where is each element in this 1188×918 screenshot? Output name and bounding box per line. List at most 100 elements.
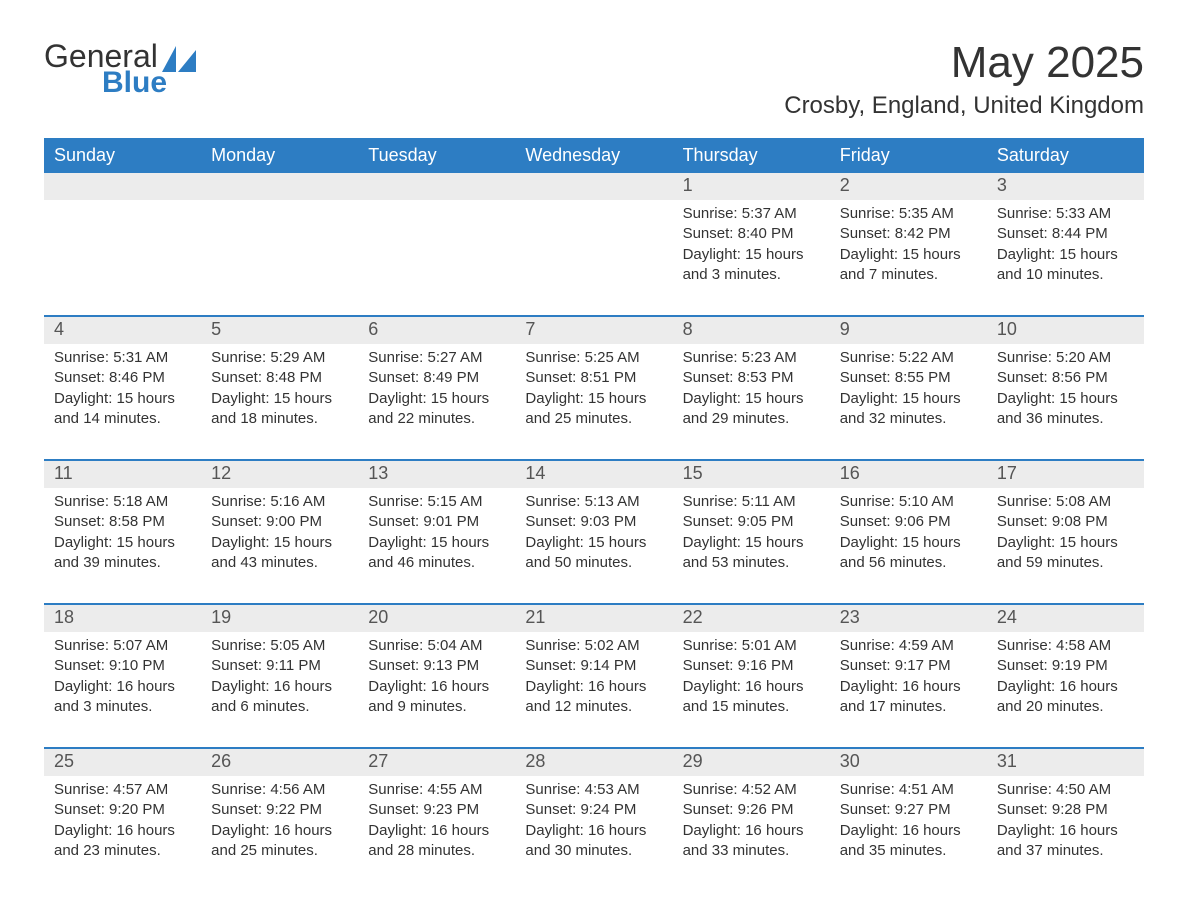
day-details: Sunrise: 5:02 AMSunset: 9:14 PMDaylight:… — [515, 632, 672, 747]
daylight-line: Daylight: 16 hours and 37 minutes. — [997, 821, 1134, 862]
calendar-cell-9: 9Sunrise: 5:22 AMSunset: 8:55 PMDaylight… — [830, 316, 987, 460]
day-number: 13 — [358, 461, 515, 488]
sunset-line: Sunset: 8:55 PM — [840, 368, 977, 388]
day-number: 31 — [987, 749, 1144, 776]
calendar-cell-28: 28Sunrise: 4:53 AMSunset: 9:24 PMDayligh… — [515, 748, 672, 891]
calendar-cell-25: 25Sunrise: 4:57 AMSunset: 9:20 PMDayligh… — [44, 748, 201, 891]
sunrise-line: Sunrise: 5:11 AM — [683, 492, 820, 512]
daylight-line: Daylight: 16 hours and 15 minutes. — [683, 677, 820, 718]
sunset-line: Sunset: 9:13 PM — [368, 656, 505, 676]
sunset-line: Sunset: 8:49 PM — [368, 368, 505, 388]
day-details: Sunrise: 5:11 AMSunset: 9:05 PMDaylight:… — [673, 488, 830, 603]
daylight-line: Daylight: 16 hours and 17 minutes. — [840, 677, 977, 718]
day-details: Sunrise: 5:16 AMSunset: 9:00 PMDaylight:… — [201, 488, 358, 603]
sunset-line: Sunset: 9:27 PM — [840, 800, 977, 820]
calendar-row: 11Sunrise: 5:18 AMSunset: 8:58 PMDayligh… — [44, 460, 1144, 604]
daylight-line: Daylight: 16 hours and 23 minutes. — [54, 821, 191, 862]
sunset-line: Sunset: 8:58 PM — [54, 512, 191, 532]
sunrise-line: Sunrise: 4:50 AM — [997, 780, 1134, 800]
calendar-cell-7: 7Sunrise: 5:25 AMSunset: 8:51 PMDaylight… — [515, 316, 672, 460]
daynum-bar-empty — [515, 173, 672, 200]
sunrise-line: Sunrise: 5:10 AM — [840, 492, 977, 512]
day-details: Sunrise: 4:50 AMSunset: 9:28 PMDaylight:… — [987, 776, 1144, 891]
daylight-line: Daylight: 15 hours and 50 minutes. — [525, 533, 662, 574]
sunset-line: Sunset: 9:10 PM — [54, 656, 191, 676]
calendar-cell-10: 10Sunrise: 5:20 AMSunset: 8:56 PMDayligh… — [987, 316, 1144, 460]
day-number: 8 — [673, 317, 830, 344]
weekday-saturday: Saturday — [987, 138, 1144, 173]
day-details: Sunrise: 5:23 AMSunset: 8:53 PMDaylight:… — [673, 344, 830, 459]
day-details: Sunrise: 5:25 AMSunset: 8:51 PMDaylight:… — [515, 344, 672, 459]
daylight-line: Daylight: 15 hours and 14 minutes. — [54, 389, 191, 430]
sunrise-line: Sunrise: 5:37 AM — [683, 204, 820, 224]
daylight-line: Daylight: 15 hours and 32 minutes. — [840, 389, 977, 430]
sunrise-line: Sunrise: 5:07 AM — [54, 636, 191, 656]
calendar-cell-empty — [358, 173, 515, 316]
weekday-monday: Monday — [201, 138, 358, 173]
calendar-cell-11: 11Sunrise: 5:18 AMSunset: 8:58 PMDayligh… — [44, 460, 201, 604]
daylight-line: Daylight: 15 hours and 53 minutes. — [683, 533, 820, 574]
day-details: Sunrise: 5:13 AMSunset: 9:03 PMDaylight:… — [515, 488, 672, 603]
day-details: Sunrise: 5:01 AMSunset: 9:16 PMDaylight:… — [673, 632, 830, 747]
day-number: 16 — [830, 461, 987, 488]
sunset-line: Sunset: 9:08 PM — [997, 512, 1134, 532]
sunset-line: Sunset: 9:14 PM — [525, 656, 662, 676]
daylight-line: Daylight: 16 hours and 20 minutes. — [997, 677, 1134, 718]
sunrise-line: Sunrise: 5:18 AM — [54, 492, 191, 512]
weekday-sunday: Sunday — [44, 138, 201, 173]
day-details: Sunrise: 5:20 AMSunset: 8:56 PMDaylight:… — [987, 344, 1144, 459]
day-details: Sunrise: 4:57 AMSunset: 9:20 PMDaylight:… — [44, 776, 201, 891]
day-number: 18 — [44, 605, 201, 632]
day-number: 5 — [201, 317, 358, 344]
daylight-line: Daylight: 16 hours and 3 minutes. — [54, 677, 191, 718]
day-number: 24 — [987, 605, 1144, 632]
weekday-wednesday: Wednesday — [515, 138, 672, 173]
calendar-cell-empty — [44, 173, 201, 316]
location: Crosby, England, United Kingdom — [784, 92, 1144, 120]
daylight-line: Daylight: 15 hours and 25 minutes. — [525, 389, 662, 430]
sunrise-line: Sunrise: 5:08 AM — [997, 492, 1134, 512]
day-details: Sunrise: 4:52 AMSunset: 9:26 PMDaylight:… — [673, 776, 830, 891]
calendar-cell-19: 19Sunrise: 5:05 AMSunset: 9:11 PMDayligh… — [201, 604, 358, 748]
day-details: Sunrise: 5:31 AMSunset: 8:46 PMDaylight:… — [44, 344, 201, 459]
daylight-line: Daylight: 15 hours and 29 minutes. — [683, 389, 820, 430]
weekday-header-row: SundayMondayTuesdayWednesdayThursdayFrid… — [44, 138, 1144, 173]
calendar-row: 25Sunrise: 4:57 AMSunset: 9:20 PMDayligh… — [44, 748, 1144, 891]
calendar-row: 18Sunrise: 5:07 AMSunset: 9:10 PMDayligh… — [44, 604, 1144, 748]
calendar-cell-23: 23Sunrise: 4:59 AMSunset: 9:17 PMDayligh… — [830, 604, 987, 748]
calendar-cell-12: 12Sunrise: 5:16 AMSunset: 9:00 PMDayligh… — [201, 460, 358, 604]
day-number: 28 — [515, 749, 672, 776]
sunrise-line: Sunrise: 5:02 AM — [525, 636, 662, 656]
day-details: Sunrise: 5:22 AMSunset: 8:55 PMDaylight:… — [830, 344, 987, 459]
calendar-cell-31: 31Sunrise: 4:50 AMSunset: 9:28 PMDayligh… — [987, 748, 1144, 891]
day-number: 27 — [358, 749, 515, 776]
day-details: Sunrise: 4:51 AMSunset: 9:27 PMDaylight:… — [830, 776, 987, 891]
daynum-bar-empty — [358, 173, 515, 200]
sunrise-line: Sunrise: 5:13 AM — [525, 492, 662, 512]
weekday-thursday: Thursday — [673, 138, 830, 173]
day-details: Sunrise: 5:07 AMSunset: 9:10 PMDaylight:… — [44, 632, 201, 747]
calendar-row: 4Sunrise: 5:31 AMSunset: 8:46 PMDaylight… — [44, 316, 1144, 460]
day-number: 19 — [201, 605, 358, 632]
day-number: 20 — [358, 605, 515, 632]
title-block: May 2025 Crosby, England, United Kingdom — [784, 40, 1144, 120]
calendar-body: 1Sunrise: 5:37 AMSunset: 8:40 PMDaylight… — [44, 173, 1144, 891]
daylight-line: Daylight: 15 hours and 18 minutes. — [211, 389, 348, 430]
calendar-row: 1Sunrise: 5:37 AMSunset: 8:40 PMDaylight… — [44, 173, 1144, 316]
sunrise-line: Sunrise: 5:23 AM — [683, 348, 820, 368]
calendar-cell-20: 20Sunrise: 5:04 AMSunset: 9:13 PMDayligh… — [358, 604, 515, 748]
day-details: Sunrise: 5:33 AMSunset: 8:44 PMDaylight:… — [987, 200, 1144, 315]
sunset-line: Sunset: 9:06 PM — [840, 512, 977, 532]
day-number: 23 — [830, 605, 987, 632]
sunset-line: Sunset: 9:11 PM — [211, 656, 348, 676]
sunrise-line: Sunrise: 5:16 AM — [211, 492, 348, 512]
weekday-tuesday: Tuesday — [358, 138, 515, 173]
calendar-cell-3: 3Sunrise: 5:33 AMSunset: 8:44 PMDaylight… — [987, 173, 1144, 316]
sunrise-line: Sunrise: 5:33 AM — [997, 204, 1134, 224]
daylight-line: Daylight: 15 hours and 10 minutes. — [997, 245, 1134, 286]
sunset-line: Sunset: 8:48 PM — [211, 368, 348, 388]
sunset-line: Sunset: 9:26 PM — [683, 800, 820, 820]
sunrise-line: Sunrise: 4:58 AM — [997, 636, 1134, 656]
sunrise-line: Sunrise: 4:55 AM — [368, 780, 505, 800]
sunrise-line: Sunrise: 4:51 AM — [840, 780, 977, 800]
